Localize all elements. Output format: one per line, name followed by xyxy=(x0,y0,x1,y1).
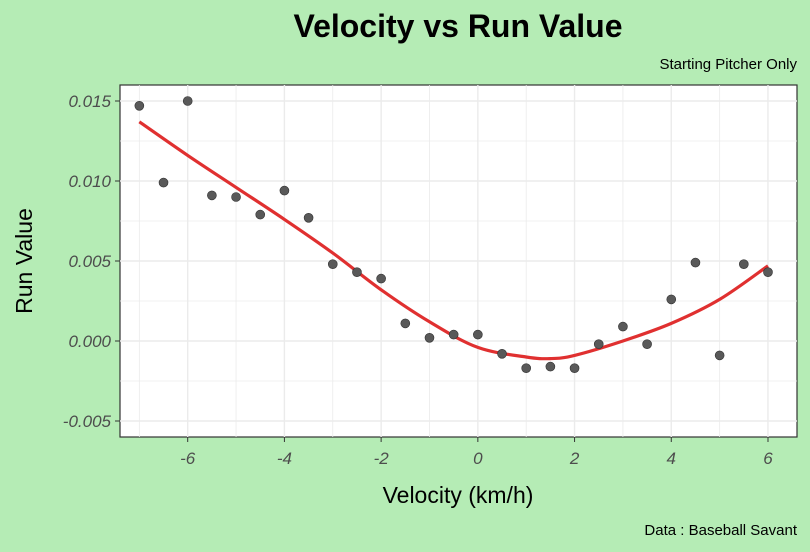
data-point xyxy=(303,213,314,223)
data-point xyxy=(255,209,266,220)
chart-caption: Data : Baseball Savant xyxy=(644,522,797,539)
data-point xyxy=(642,339,652,350)
data-point xyxy=(327,259,338,270)
chart-title: Velocity vs Run Value xyxy=(293,8,622,44)
data-point xyxy=(569,363,580,374)
y-tick-label: 0.005 xyxy=(68,252,111,271)
x-tick-label: 2 xyxy=(569,449,580,468)
x-tick-label: 6 xyxy=(763,449,773,468)
chart-subtitle: Starting Pitcher Only xyxy=(659,56,797,73)
y-tick-label: -0.005 xyxy=(63,412,112,431)
data-point xyxy=(207,190,217,201)
y-axis: -0.005 0.000 0.005 0.010 0.015 xyxy=(63,92,120,431)
grid xyxy=(120,85,797,437)
x-axis: -6 -4 -2 0 2 4 6 xyxy=(180,437,773,468)
data-point xyxy=(158,177,169,188)
data-point xyxy=(666,294,677,305)
x-tick-label: 0 xyxy=(473,449,483,468)
y-tick-label: 0.010 xyxy=(68,172,111,191)
data-point xyxy=(690,257,701,268)
data-point xyxy=(352,267,362,278)
points xyxy=(134,96,773,374)
data-point xyxy=(521,363,532,374)
data-point xyxy=(182,96,193,106)
data-point xyxy=(593,339,604,350)
data-point xyxy=(618,321,628,332)
x-tick-label: -6 xyxy=(180,449,196,468)
data-point xyxy=(134,101,145,111)
x-tick-label: 4 xyxy=(667,449,676,468)
data-point xyxy=(376,273,386,284)
data-point xyxy=(448,329,459,340)
y-tick-label: 0.015 xyxy=(68,92,111,111)
x-axis-title: Velocity (km/h) xyxy=(383,482,534,508)
data-point xyxy=(424,332,435,343)
y-axis-title: Run Value xyxy=(11,208,37,314)
trend-line xyxy=(138,120,769,361)
data-point xyxy=(739,259,749,270)
data-point xyxy=(279,185,290,196)
data-point xyxy=(763,267,773,278)
data-point xyxy=(473,329,483,340)
y-tick-label: 0.000 xyxy=(68,332,111,351)
data-point xyxy=(497,348,507,359)
data-point xyxy=(231,192,241,202)
data-point xyxy=(545,361,556,372)
x-tick-label: -2 xyxy=(374,449,390,468)
data-point xyxy=(400,318,411,329)
x-tick-label: -4 xyxy=(277,449,292,468)
data-point xyxy=(714,350,725,361)
